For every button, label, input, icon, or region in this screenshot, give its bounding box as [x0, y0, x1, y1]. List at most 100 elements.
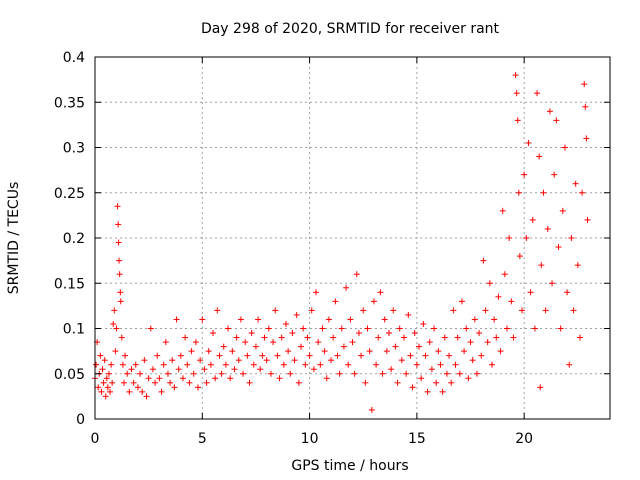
data-point: [214, 307, 221, 314]
data-point: [388, 366, 395, 373]
data-point: [242, 339, 249, 346]
data-point: [291, 357, 298, 364]
data-point: [581, 81, 588, 88]
data-point: [300, 325, 307, 332]
data-point: [546, 108, 553, 115]
data-point: [469, 357, 476, 364]
data-point: [360, 307, 367, 314]
data-point: [177, 352, 184, 359]
data-point: [394, 379, 401, 386]
data-point: [501, 271, 508, 278]
data-point: [583, 135, 590, 142]
data-point: [287, 370, 294, 377]
data-point: [338, 325, 345, 332]
data-point: [280, 361, 287, 368]
data-point: [108, 361, 115, 368]
chart-title: Day 298 of 2020, SRMTID for receiver ran…: [201, 21, 500, 37]
data-point: [229, 348, 236, 355]
data-point: [516, 253, 523, 260]
data-point: [521, 171, 528, 178]
data-point: [345, 361, 352, 368]
data-point: [463, 325, 470, 332]
data-point: [536, 153, 543, 160]
data-point: [514, 117, 521, 124]
data-point: [403, 370, 410, 377]
data-point: [506, 235, 513, 241]
data-point: [184, 361, 191, 368]
y-tick-label: 0.15: [54, 276, 85, 292]
data-point: [102, 393, 109, 400]
data-point: [456, 370, 463, 377]
data-point: [497, 348, 504, 355]
data-point: [336, 370, 343, 377]
data-point: [98, 388, 105, 395]
data-point: [321, 348, 328, 355]
data-point: [295, 379, 302, 386]
data-point: [315, 339, 322, 346]
data-point: [115, 221, 122, 228]
data-point: [454, 334, 461, 341]
x-tick-label: 20: [515, 431, 533, 447]
data-point: [508, 298, 515, 305]
data-point: [564, 289, 571, 296]
data-point: [379, 370, 386, 377]
data-point: [293, 311, 300, 318]
data-point: [555, 244, 562, 251]
data-point: [368, 406, 375, 413]
data-point: [149, 366, 156, 373]
data-point: [167, 379, 174, 386]
data-point: [437, 361, 444, 368]
data-point: [145, 375, 152, 382]
data-point: [203, 379, 210, 386]
data-point: [160, 361, 167, 368]
data-point: [527, 289, 534, 296]
data-point: [227, 375, 234, 382]
data-point: [484, 339, 491, 346]
data-point: [491, 316, 498, 323]
data-point: [398, 357, 405, 364]
data-point: [557, 325, 564, 332]
data-point: [473, 370, 480, 377]
data-point: [355, 330, 362, 337]
data-point: [525, 139, 532, 146]
data-point: [267, 370, 274, 377]
data-point: [141, 357, 148, 364]
data-point: [197, 357, 204, 364]
data-point: [559, 207, 566, 214]
data-point: [103, 375, 110, 382]
x-tick-label: 15: [408, 431, 426, 447]
data-point: [117, 289, 124, 296]
data-point: [118, 334, 125, 341]
data-point: [465, 375, 472, 382]
data-point: [362, 379, 369, 386]
data-point: [424, 388, 431, 395]
data-point: [568, 235, 575, 241]
data-point: [383, 348, 390, 355]
data-point: [551, 171, 558, 178]
data-point: [113, 325, 120, 332]
data-point: [116, 257, 123, 264]
data-point: [188, 348, 195, 355]
data-point: [370, 298, 377, 305]
data-point: [122, 352, 129, 359]
data-point: [289, 330, 296, 337]
x-axis-label: GPS time / hours: [291, 458, 408, 474]
data-point: [495, 293, 502, 300]
data-point: [164, 370, 171, 377]
data-point: [439, 388, 446, 395]
data-point: [137, 370, 144, 377]
data-point: [276, 375, 283, 382]
data-point: [222, 361, 229, 368]
data-point: [216, 352, 223, 359]
data-point: [584, 216, 591, 223]
data-point: [244, 352, 251, 359]
data-point: [134, 384, 141, 391]
plot-frame: [94, 56, 611, 420]
data-point: [396, 325, 403, 332]
data-point: [504, 325, 510, 332]
y-axis-label: SRMTID / TECUs: [6, 182, 22, 295]
data-point: [156, 375, 163, 382]
x-tick-label: 0: [91, 431, 100, 447]
data-point: [304, 334, 311, 341]
